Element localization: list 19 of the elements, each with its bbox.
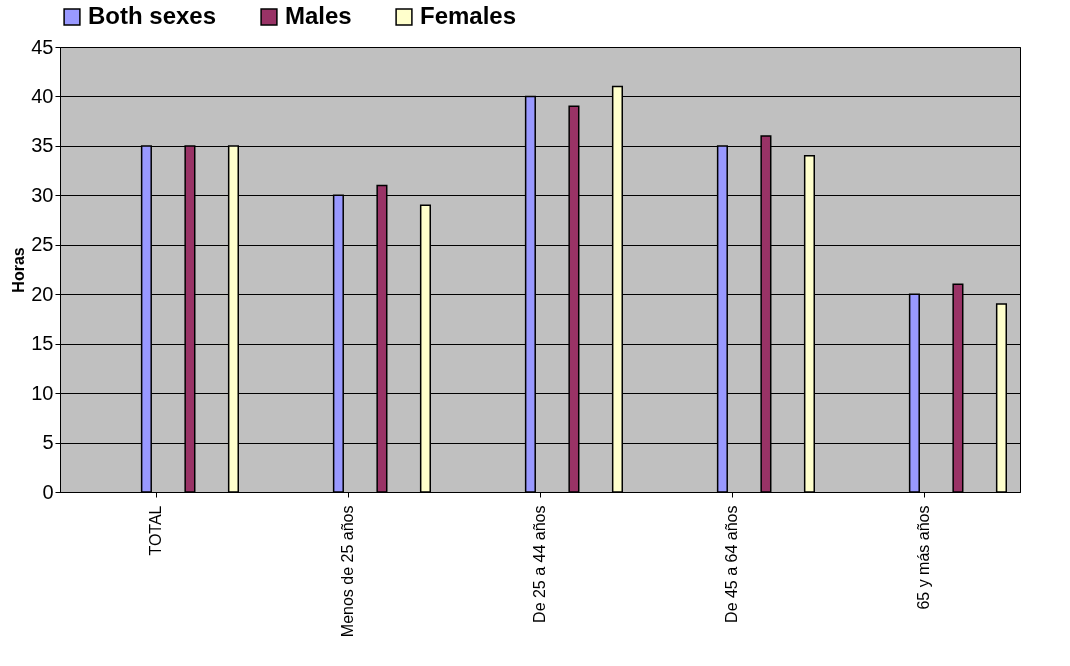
legend-label: Females: [420, 2, 517, 29]
y-tick-label: 45: [31, 35, 54, 58]
x-tick-label: TOTAL: [147, 505, 164, 556]
y-tick-label: 15: [31, 332, 54, 355]
x-tick-label: Menos de 25 años: [339, 505, 356, 638]
y-tick-label: 40: [31, 84, 54, 107]
legend-label: Males: [285, 2, 352, 29]
y-axis-title: Horas: [10, 247, 28, 293]
legend-label: Both sexes: [88, 2, 217, 29]
y-tick-label: 30: [31, 183, 54, 206]
y-tick-label: 10: [31, 381, 54, 404]
x-tick-label: De 45 a 64 años: [723, 505, 740, 623]
y-tick-label: 25: [31, 233, 54, 256]
y-tick-label: 0: [42, 480, 54, 503]
x-tick-label: De 25 a 44 años: [531, 505, 548, 623]
y-tick-label: 5: [42, 431, 54, 454]
y-tick-label: 35: [31, 134, 54, 157]
y-tick-label: 20: [31, 282, 54, 305]
x-tick-label: 65 y más años: [915, 505, 932, 610]
